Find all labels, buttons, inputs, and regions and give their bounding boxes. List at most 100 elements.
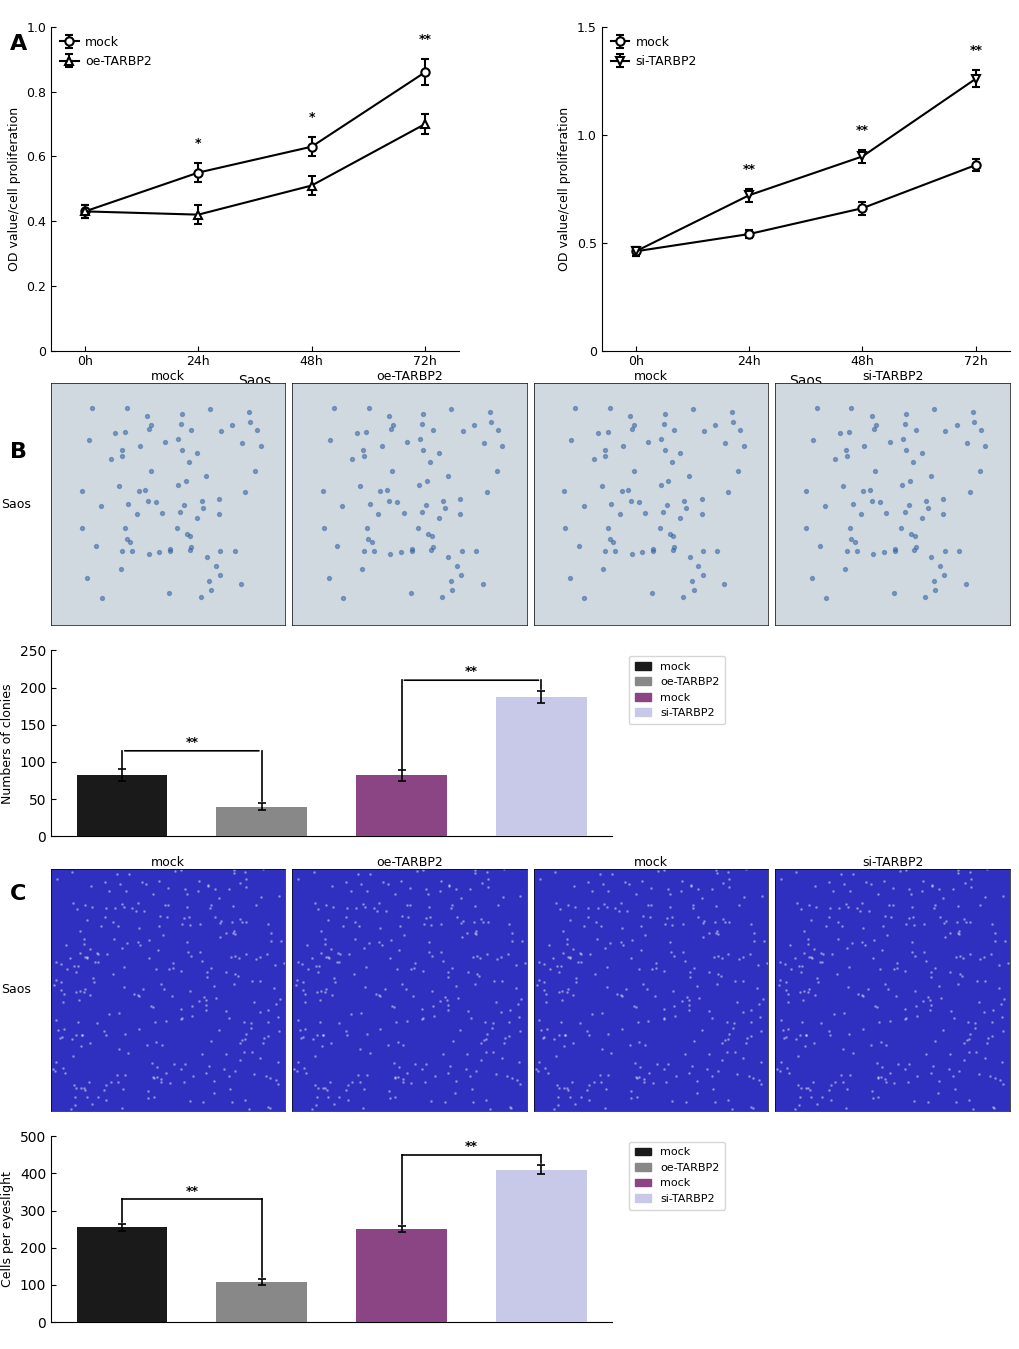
Point: [678, 770, 694, 792]
Point: [618, 924, 634, 946]
Point: [873, 777, 890, 799]
Point: [578, 188, 594, 209]
Point: [811, 781, 827, 803]
Point: [406, 174, 422, 196]
Point: [769, 716, 786, 738]
Legend: mock, si-TARBP2: mock, si-TARBP2: [605, 31, 701, 73]
Point: [940, 770, 956, 792]
Point: [773, 422, 790, 444]
Point: [759, 654, 775, 676]
Point: [606, 746, 623, 768]
Point: [536, 916, 552, 938]
Point: [270, 0, 286, 16]
Point: [963, 317, 979, 339]
Bar: [216, 1282, 307, 1322]
Point: [644, 260, 660, 282]
Point: [585, 857, 601, 878]
Point: [738, 310, 754, 332]
Point: [712, 795, 729, 816]
Point: [674, 394, 690, 415]
Text: **: **: [465, 1140, 478, 1153]
Point: [708, 247, 725, 268]
Point: [745, 719, 761, 741]
Bar: [216, 807, 307, 836]
Point: [440, 289, 457, 310]
Bar: [356, 776, 446, 836]
Legend: mock, oe-TARBP2: mock, oe-TARBP2: [55, 31, 156, 73]
Point: [449, 536, 466, 557]
Point: [1002, 236, 1018, 258]
Legend: mock, oe-TARBP2, mock, si-TARBP2: mock, oe-TARBP2, mock, si-TARBP2: [629, 656, 725, 724]
Text: *: *: [308, 111, 315, 124]
Title: mock: mock: [151, 857, 185, 869]
Point: [225, 247, 242, 268]
Point: [985, 719, 1002, 741]
Point: [439, 290, 455, 312]
Point: [946, 718, 962, 739]
Point: [899, 289, 915, 310]
Point: [884, 793, 901, 815]
Title: mock: mock: [634, 371, 667, 383]
Point: [458, 770, 474, 792]
Text: **: **: [465, 665, 478, 679]
Point: [932, 536, 949, 557]
Point: [647, 174, 663, 196]
Point: [175, 603, 192, 625]
Point: [860, 254, 876, 275]
Point: [496, 310, 513, 332]
Point: [1011, 716, 1019, 738]
Text: C: C: [10, 884, 26, 904]
Point: [766, 633, 783, 654]
Y-axis label: Cells per eyeslight: Cells per eyeslight: [1, 1171, 14, 1287]
Point: [732, 71, 748, 93]
Point: [490, 71, 506, 93]
Point: [481, 317, 497, 339]
Point: [691, 104, 707, 125]
Point: [780, 92, 796, 113]
Bar: [495, 1170, 586, 1322]
Point: [993, 368, 1009, 390]
Point: [239, 317, 256, 339]
Bar: [356, 1229, 446, 1322]
Point: [747, 590, 763, 611]
Text: **: **: [968, 45, 981, 57]
Title: si-TARBP2: si-TARBP2: [861, 857, 922, 869]
Point: [284, 633, 301, 654]
Point: [862, 455, 878, 476]
Point: [658, 603, 675, 625]
Point: [581, 967, 597, 989]
Point: [919, 770, 935, 792]
Point: [346, 331, 363, 352]
Point: [209, 536, 225, 557]
Text: **: **: [742, 163, 755, 175]
Title: oe-TARBP2: oe-TARBP2: [376, 857, 442, 869]
Point: [722, 317, 739, 339]
Point: [969, 851, 985, 873]
Point: [995, 0, 1011, 16]
Point: [471, 795, 487, 816]
Point: [949, 247, 965, 268]
Point: [658, 289, 675, 310]
Point: [792, 0, 808, 4]
Point: [663, 881, 680, 902]
Point: [705, 718, 721, 739]
Point: [622, 854, 638, 876]
Point: [1001, 654, 1017, 676]
Point: [889, 174, 905, 196]
Point: [436, 770, 452, 792]
Point: [921, 615, 937, 637]
Point: [905, 749, 921, 770]
Point: [380, 854, 396, 876]
Point: [973, 71, 989, 93]
Point: [752, 368, 768, 390]
Title: mock: mock: [634, 857, 667, 869]
Point: [519, 236, 535, 258]
Point: [753, 0, 769, 16]
Bar: [76, 1228, 167, 1322]
Point: [506, 590, 523, 611]
Point: [760, 236, 776, 258]
Point: [417, 603, 433, 625]
Point: [1008, 633, 1019, 654]
Point: [932, 104, 949, 125]
Point: [439, 615, 455, 637]
